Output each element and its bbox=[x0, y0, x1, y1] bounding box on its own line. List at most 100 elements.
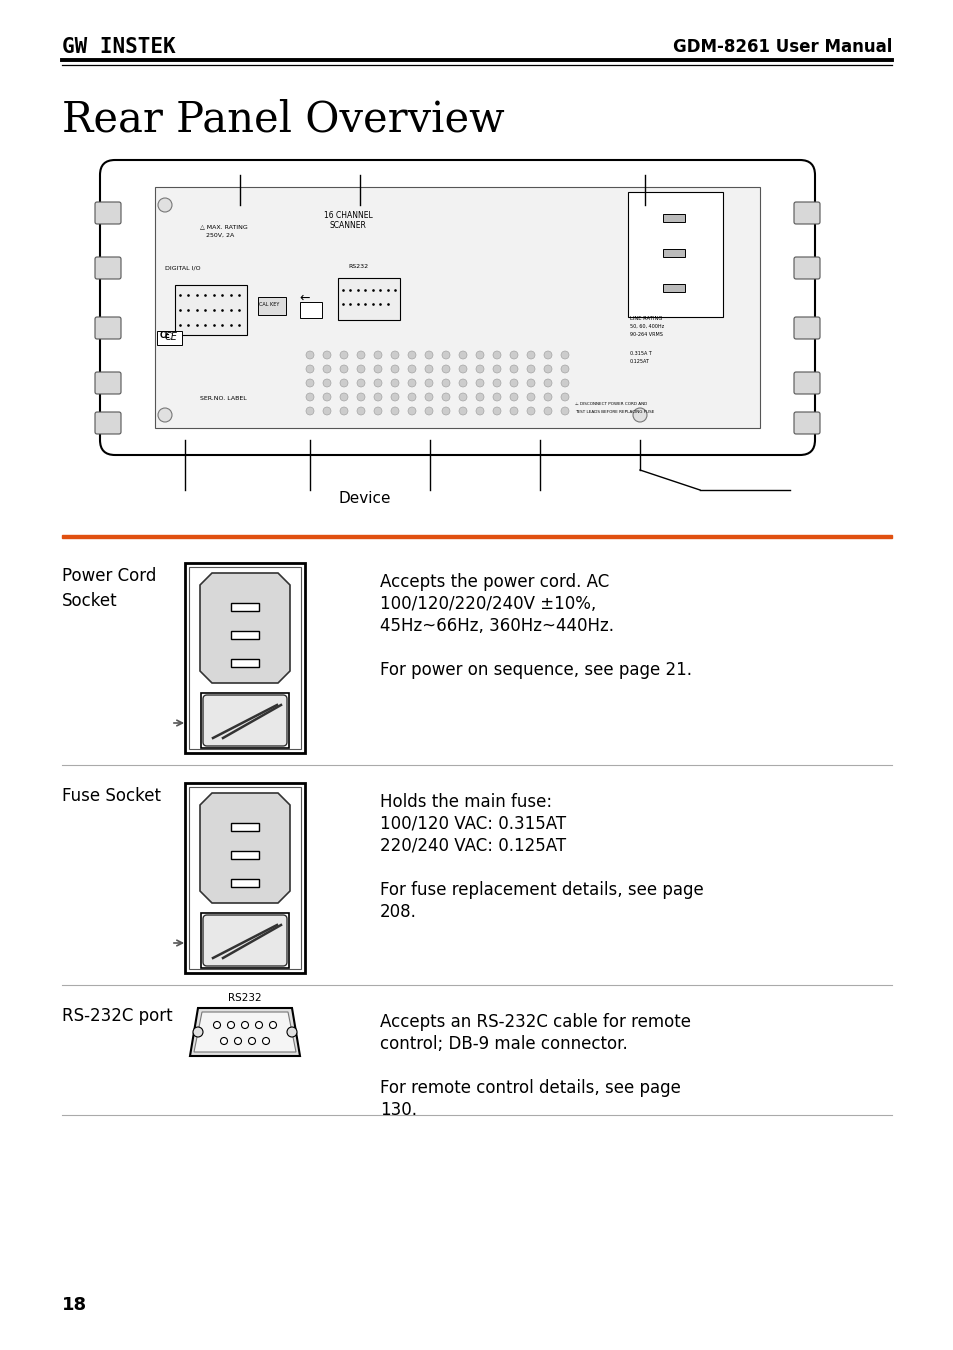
Circle shape bbox=[220, 1038, 227, 1045]
FancyBboxPatch shape bbox=[203, 915, 287, 967]
Bar bbox=[662, 248, 684, 256]
Circle shape bbox=[510, 351, 517, 359]
Circle shape bbox=[476, 406, 483, 414]
FancyBboxPatch shape bbox=[793, 317, 820, 339]
Circle shape bbox=[339, 351, 348, 359]
Circle shape bbox=[543, 379, 552, 387]
Circle shape bbox=[323, 364, 331, 373]
Text: LINE RATING: LINE RATING bbox=[629, 316, 661, 321]
Circle shape bbox=[262, 1038, 269, 1045]
Bar bbox=[185, 563, 305, 753]
Text: For power on sequence, see page 21.: For power on sequence, see page 21. bbox=[379, 662, 691, 679]
Circle shape bbox=[287, 1027, 296, 1037]
Circle shape bbox=[633, 198, 646, 212]
Circle shape bbox=[543, 393, 552, 401]
Circle shape bbox=[458, 379, 467, 387]
Circle shape bbox=[441, 364, 450, 373]
Circle shape bbox=[458, 351, 467, 359]
Circle shape bbox=[476, 393, 483, 401]
Circle shape bbox=[323, 406, 331, 414]
Circle shape bbox=[543, 351, 552, 359]
Circle shape bbox=[248, 1038, 255, 1045]
Text: 18: 18 bbox=[62, 1296, 87, 1314]
Polygon shape bbox=[190, 1008, 299, 1056]
Text: RS232: RS232 bbox=[348, 265, 368, 269]
Circle shape bbox=[510, 379, 517, 387]
Circle shape bbox=[213, 1022, 220, 1029]
FancyBboxPatch shape bbox=[95, 317, 121, 339]
Text: Power Cord
Socket: Power Cord Socket bbox=[62, 567, 156, 610]
Circle shape bbox=[458, 393, 467, 401]
Circle shape bbox=[356, 351, 365, 359]
Circle shape bbox=[374, 379, 381, 387]
Text: Accepts the power cord. AC: Accepts the power cord. AC bbox=[379, 572, 609, 591]
Text: TEST LEADS BEFORE REPLACING FUSE: TEST LEADS BEFORE REPLACING FUSE bbox=[575, 410, 654, 414]
Circle shape bbox=[458, 406, 467, 414]
Circle shape bbox=[306, 379, 314, 387]
Circle shape bbox=[356, 364, 365, 373]
Circle shape bbox=[374, 406, 381, 414]
Circle shape bbox=[323, 393, 331, 401]
FancyBboxPatch shape bbox=[793, 256, 820, 279]
Bar bbox=[662, 215, 684, 221]
Circle shape bbox=[476, 351, 483, 359]
Circle shape bbox=[633, 408, 646, 423]
Circle shape bbox=[424, 379, 433, 387]
Circle shape bbox=[391, 406, 398, 414]
Text: 0.315A T: 0.315A T bbox=[629, 351, 651, 356]
Circle shape bbox=[391, 364, 398, 373]
Bar bbox=[231, 659, 258, 667]
Bar bbox=[231, 603, 258, 612]
Circle shape bbox=[543, 406, 552, 414]
Circle shape bbox=[526, 379, 535, 387]
Bar bbox=[231, 630, 258, 639]
Text: 16 CHANNEL: 16 CHANNEL bbox=[323, 211, 372, 220]
Circle shape bbox=[255, 1022, 262, 1029]
Circle shape bbox=[424, 393, 433, 401]
Text: 50, 60, 400Hz: 50, 60, 400Hz bbox=[629, 324, 663, 329]
Circle shape bbox=[391, 351, 398, 359]
Circle shape bbox=[374, 364, 381, 373]
Circle shape bbox=[560, 351, 568, 359]
FancyBboxPatch shape bbox=[793, 373, 820, 394]
Circle shape bbox=[526, 351, 535, 359]
FancyBboxPatch shape bbox=[95, 373, 121, 394]
Circle shape bbox=[339, 379, 348, 387]
Text: control; DB-9 male connector.: control; DB-9 male connector. bbox=[379, 1035, 627, 1053]
FancyBboxPatch shape bbox=[203, 695, 287, 747]
Bar bbox=[201, 693, 289, 748]
Circle shape bbox=[306, 364, 314, 373]
Circle shape bbox=[234, 1038, 241, 1045]
Circle shape bbox=[493, 406, 500, 414]
Text: ←: ← bbox=[298, 292, 309, 305]
Circle shape bbox=[424, 406, 433, 414]
Circle shape bbox=[339, 406, 348, 414]
Circle shape bbox=[560, 364, 568, 373]
Circle shape bbox=[510, 406, 517, 414]
Text: 0.125AT: 0.125AT bbox=[629, 359, 649, 364]
Text: RS232: RS232 bbox=[228, 994, 261, 1003]
Text: 100/120 VAC: 0.315AT: 100/120 VAC: 0.315AT bbox=[379, 815, 565, 833]
FancyBboxPatch shape bbox=[793, 202, 820, 224]
Bar bbox=[174, 285, 247, 335]
Circle shape bbox=[356, 393, 365, 401]
Circle shape bbox=[408, 406, 416, 414]
Circle shape bbox=[560, 393, 568, 401]
Circle shape bbox=[158, 408, 172, 423]
FancyBboxPatch shape bbox=[95, 256, 121, 279]
Circle shape bbox=[560, 406, 568, 414]
Circle shape bbox=[241, 1022, 248, 1029]
Bar bbox=[185, 783, 305, 973]
Circle shape bbox=[306, 351, 314, 359]
Circle shape bbox=[458, 364, 467, 373]
Circle shape bbox=[408, 351, 416, 359]
Bar bbox=[231, 824, 258, 832]
Circle shape bbox=[441, 379, 450, 387]
Circle shape bbox=[560, 379, 568, 387]
Circle shape bbox=[323, 351, 331, 359]
Circle shape bbox=[441, 351, 450, 359]
Circle shape bbox=[441, 393, 450, 401]
Bar bbox=[299, 302, 322, 319]
Polygon shape bbox=[193, 1012, 295, 1052]
Text: 220/240 VAC: 0.125AT: 220/240 VAC: 0.125AT bbox=[379, 837, 565, 855]
